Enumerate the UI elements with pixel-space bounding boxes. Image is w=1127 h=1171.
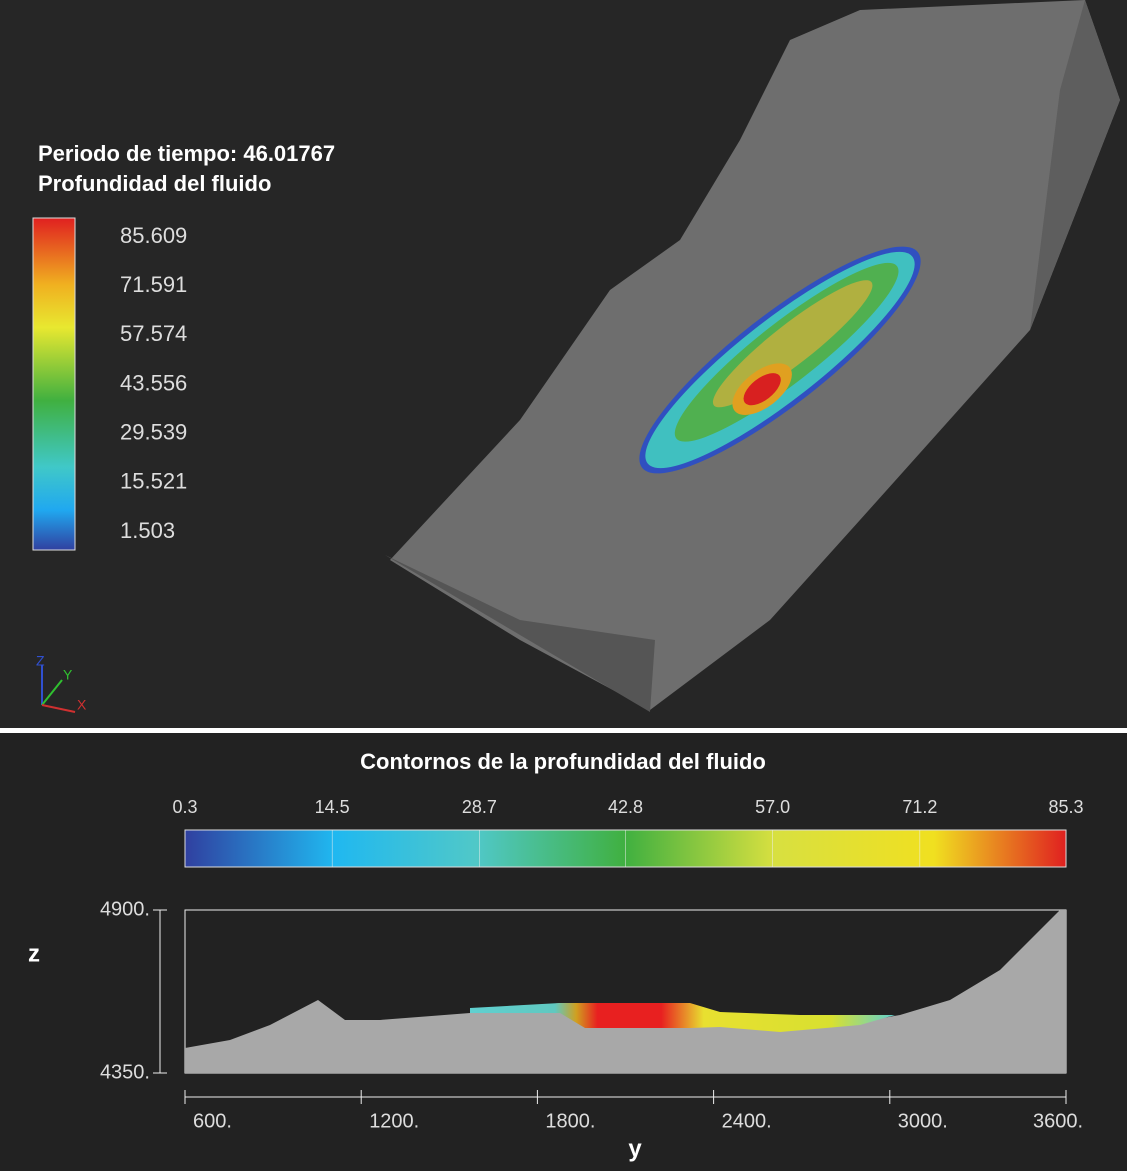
title: Contornos de la profundidad del fluido xyxy=(360,749,766,774)
colorbar-label: 71.2 xyxy=(902,797,937,817)
terrain-side xyxy=(1030,0,1120,330)
fluid-profile xyxy=(470,1003,895,1032)
x-tick-label: 1200. xyxy=(369,1110,419,1132)
colorbar-label: 57.0 xyxy=(755,797,790,817)
terrain-side xyxy=(385,555,655,712)
colorbar-label: 42.8 xyxy=(608,797,643,817)
colorbar xyxy=(32,217,76,551)
panel-bg xyxy=(0,733,1127,1171)
colorbar-label: 57.574 xyxy=(120,321,187,346)
colorbar-label: 85.609 xyxy=(120,223,187,248)
colorbar-label: 29.539 xyxy=(120,419,187,444)
y-tick-label: 4350. xyxy=(100,1061,150,1083)
colorbar-label: 85.3 xyxy=(1048,797,1083,817)
colorbar-label: 71.591 xyxy=(120,272,187,297)
x-tick-label: 600. xyxy=(193,1110,232,1132)
colorbar-label: 28.7 xyxy=(462,797,497,817)
colorbar-label: 43.556 xyxy=(120,370,187,395)
colorbar-label: 15.521 xyxy=(120,469,187,494)
x-axis-label: y xyxy=(628,1135,642,1162)
axis-icon xyxy=(41,665,76,713)
colorbar-label: 0.3 xyxy=(172,797,197,817)
bottom-panel: Contornos de la profundidad del fluido z… xyxy=(0,733,1127,1171)
x-tick-label: 1800. xyxy=(545,1110,595,1132)
x-tick-label: 3600. xyxy=(1033,1110,1083,1132)
top-panel: Periodo de tiempo: 46.01767 Profundidad … xyxy=(0,0,1127,728)
x-tick-label: 3000. xyxy=(898,1110,948,1132)
colorbar-label: 1.503 xyxy=(120,518,175,543)
terrain-profile xyxy=(185,910,1066,1073)
y-axis-label: z xyxy=(28,940,40,967)
axis-icon-label: Y xyxy=(63,667,73,683)
colorbar-label: 14.5 xyxy=(315,797,350,817)
x-tick-label: 2400. xyxy=(722,1110,772,1132)
axis-icon-label: Z xyxy=(36,653,45,669)
y-tick-label: 4900. xyxy=(100,898,150,920)
axis-icon-label: X xyxy=(77,697,87,713)
fluid xyxy=(639,246,921,474)
subtitle: Profundidad del fluido xyxy=(38,171,271,196)
title: Periodo de tiempo: 46.01767 xyxy=(38,141,335,166)
